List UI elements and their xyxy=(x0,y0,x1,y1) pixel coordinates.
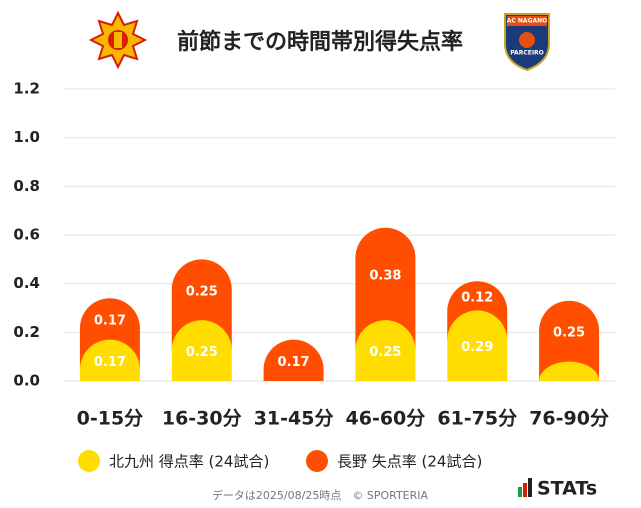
left-crest xyxy=(88,10,148,70)
y-tick-label: 1.0 xyxy=(13,128,40,146)
x-tick-label: 76-90分 xyxy=(529,408,609,430)
x-tick-label: 0-15分 xyxy=(77,408,144,430)
value-label: 0.38 xyxy=(369,268,401,283)
y-tick-label: 1.2 xyxy=(13,80,40,98)
value-label: 0.12 xyxy=(461,290,493,305)
footer: データは2025/08/25時点 © SPORTERIA xyxy=(212,488,429,502)
x-tick-label: 46-60分 xyxy=(346,408,426,430)
value-label: 0.25 xyxy=(553,326,585,341)
bar-segment xyxy=(539,300,600,381)
x-tick-label: 16-30分 xyxy=(162,408,242,430)
value-label: 0.17 xyxy=(94,355,126,370)
x-tick-label: 31-45分 xyxy=(254,408,334,430)
value-label: 0.25 xyxy=(186,345,218,360)
y-tick-label: 0.6 xyxy=(13,226,40,244)
legend-label: 長野 失点率 (24試合) xyxy=(337,453,482,471)
y-tick-label: 0.4 xyxy=(13,274,40,292)
chart-title: 前節までの時間帯別得失点率 xyxy=(177,29,463,55)
bar-segment xyxy=(355,320,416,381)
brand-logo: STATs xyxy=(518,478,597,500)
legend-label: 北九州 得点率 (24試合) xyxy=(109,453,269,471)
brand: STATs xyxy=(537,478,597,500)
bar-segment xyxy=(539,361,600,381)
right-crest: AC NAGANO PARCEIRO xyxy=(504,13,550,72)
crest-text: AC NAGANO xyxy=(507,18,548,25)
bar-segment xyxy=(171,320,232,381)
bar-segment xyxy=(355,227,416,351)
value-label: 0.25 xyxy=(369,345,401,360)
value-label: 0.29 xyxy=(461,340,493,355)
y-tick-label: 0.2 xyxy=(13,323,40,341)
y-tick-label: 0.0 xyxy=(13,372,40,390)
value-label: 0.17 xyxy=(278,355,310,370)
value-label: 0.25 xyxy=(186,284,218,299)
legend-marker xyxy=(78,450,100,472)
value-label: 0.17 xyxy=(94,313,126,328)
bar-segment xyxy=(447,310,508,381)
y-tick-label: 0.8 xyxy=(13,177,40,195)
legend-marker xyxy=(306,450,328,472)
crest-text: PARCEIRO xyxy=(510,50,544,57)
bar-segment xyxy=(263,339,324,381)
x-tick-label: 61-75分 xyxy=(437,408,517,430)
bar-segment xyxy=(79,339,140,381)
